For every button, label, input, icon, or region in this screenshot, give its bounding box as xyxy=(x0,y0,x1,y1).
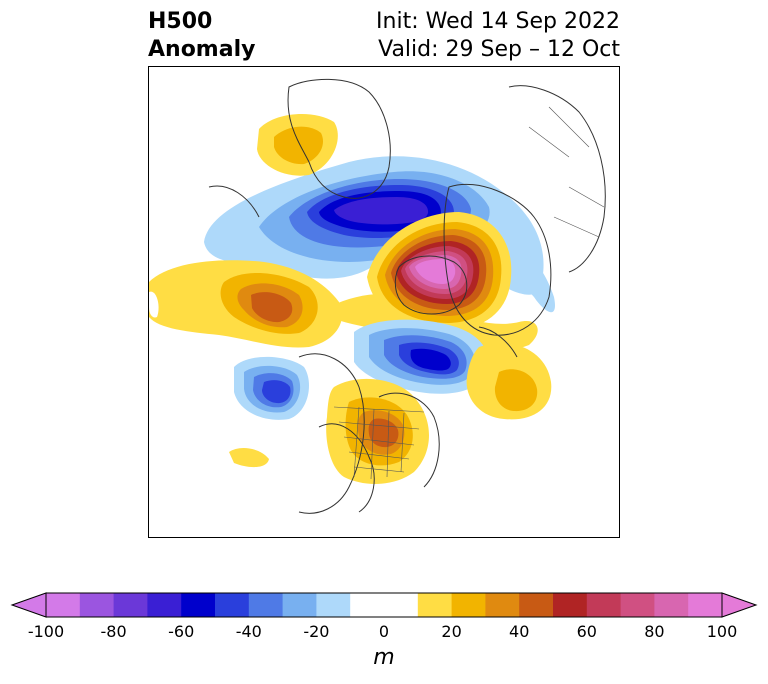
colorbar-tick-label: -100 xyxy=(27,622,65,641)
colorbar-bin xyxy=(553,593,588,617)
colorbar-bin xyxy=(248,593,284,617)
political-borders xyxy=(333,106,605,480)
positive-anomaly-arctic xyxy=(367,212,512,332)
colorbar-tick-label: 60 xyxy=(576,622,597,641)
colorbar-bin xyxy=(181,593,216,617)
colorbar-bin xyxy=(147,593,182,617)
positive-anomaly-west xyxy=(149,260,343,348)
positive-anomaly-east-north-america xyxy=(326,378,429,484)
colorbar-bin xyxy=(688,593,723,617)
colorbar-bin xyxy=(350,593,419,617)
negative-anomaly-pacific xyxy=(234,356,309,420)
colorbar-tick-label: 80 xyxy=(644,622,665,641)
anomaly-map xyxy=(148,66,620,538)
colorbar-tick-label: 100 xyxy=(706,622,738,641)
map-title-right: Init: Wed 14 Sep 2022 Valid: 29 Sep – 12… xyxy=(376,8,620,64)
valid-period-label: Valid: 29 Sep – 12 Oct xyxy=(378,37,620,62)
positive-anomaly-small-southwest xyxy=(229,447,269,468)
colorbar xyxy=(10,592,758,618)
colorbar-bin xyxy=(113,593,148,617)
colorbar-extend-max xyxy=(721,592,758,618)
title-field-type: Anomaly xyxy=(148,37,256,62)
colorbar-bin xyxy=(79,593,115,617)
colorbar-bins xyxy=(46,593,723,617)
colorbar-bin xyxy=(451,593,486,617)
colorbar-bin xyxy=(654,593,689,617)
map-title-left: H500 Anomaly xyxy=(148,8,255,64)
init-date-label: Init: Wed 14 Sep 2022 xyxy=(376,9,620,34)
coastlines xyxy=(208,78,606,514)
colorbar-bin xyxy=(215,593,250,617)
colorbar-tick-labels: -100 -80 -60 -40 -20 0 20 40 60 80 100 xyxy=(0,622,768,644)
colorbar-tick-label: -20 xyxy=(303,622,330,641)
colorbar-outline xyxy=(45,592,723,618)
negative-anomaly-europe xyxy=(354,319,489,394)
colorbar-tick-label: 40 xyxy=(509,622,530,641)
colorbar-tick-label: 0 xyxy=(378,622,390,641)
colorbar-bin xyxy=(620,593,655,617)
white-edge-patch xyxy=(149,291,159,318)
colorbar-tick-label: -80 xyxy=(100,622,127,641)
colorbar-tick-label: -40 xyxy=(235,622,262,641)
colorbar-bin xyxy=(519,593,554,617)
colorbar-bin xyxy=(316,593,351,617)
colorbar-bin xyxy=(417,593,453,617)
colorbar-bin xyxy=(282,593,317,617)
positive-anomaly-northwest xyxy=(257,113,338,176)
colorbar-tick-label: 20 xyxy=(441,622,462,641)
anomaly-map-svg xyxy=(149,78,606,514)
colorbar-tick-label: -60 xyxy=(168,622,195,641)
colorbar-bin xyxy=(586,593,622,617)
title-field-name: H500 xyxy=(148,9,213,34)
colorbar-extend-min xyxy=(10,592,47,618)
positive-anomaly-east xyxy=(466,343,552,420)
colorbar-unit-label: m xyxy=(373,645,395,670)
colorbar-bin xyxy=(46,593,81,617)
colorbar-bin xyxy=(485,593,520,617)
